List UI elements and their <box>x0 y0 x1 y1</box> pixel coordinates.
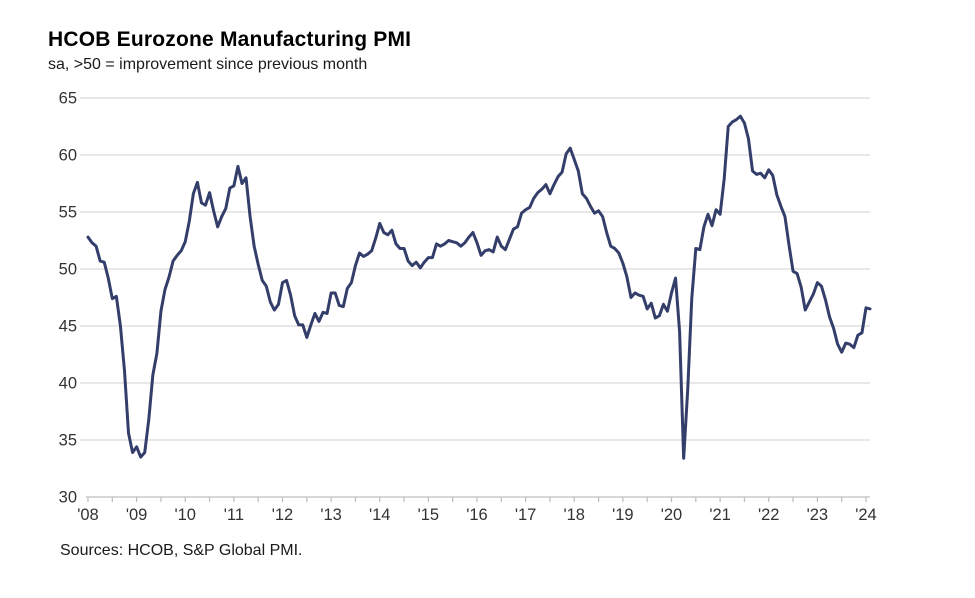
chart-subtitle: sa, >50 = improvement since previous mon… <box>48 56 368 73</box>
y-axis-label: 50 <box>59 261 77 279</box>
x-axis-label: '10 <box>174 506 196 524</box>
x-axis-label: '20 <box>661 506 683 524</box>
y-axis-label: 65 <box>59 90 77 108</box>
chart-sources: Sources: HCOB, S&P Global PMI. <box>60 542 303 559</box>
x-axis-label: '23 <box>807 506 829 524</box>
pmi-data-line <box>86 114 872 460</box>
y-axis-label: 60 <box>59 147 77 165</box>
x-axis-label: '11 <box>224 506 244 524</box>
x-axis-label: '16 <box>466 506 488 524</box>
x-axis-label: '17 <box>515 506 537 524</box>
y-axis-label: 35 <box>59 432 77 450</box>
x-axis-label: '13 <box>320 506 342 524</box>
chart-title: HCOB Eurozone Manufacturing PMI <box>48 28 412 51</box>
y-axis-label: 40 <box>59 375 77 393</box>
x-axis-label: '08 <box>77 506 99 524</box>
y-axis-label: 45 <box>59 318 77 336</box>
x-axis-label: '22 <box>758 506 780 524</box>
x-axis-label: '14 <box>369 506 391 524</box>
x-axis-label: '09 <box>126 506 148 524</box>
x-axis-label: '15 <box>418 506 440 524</box>
x-axis-label: '21 <box>709 506 731 524</box>
y-axis-label: 55 <box>59 204 77 222</box>
y-axis-label: 30 <box>59 489 77 507</box>
x-axis-label: '19 <box>612 506 634 524</box>
x-axis-label: '24 <box>855 506 877 524</box>
x-axis-label: '18 <box>563 506 585 524</box>
x-axis-label: '12 <box>272 506 294 524</box>
